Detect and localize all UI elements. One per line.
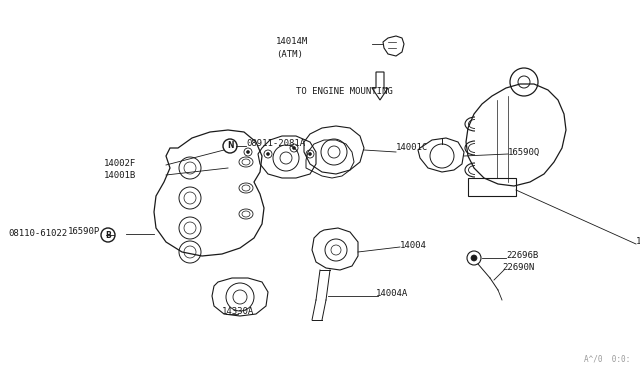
Text: B: B <box>105 231 111 240</box>
Text: A^/0  0:0:: A^/0 0:0: <box>584 355 630 364</box>
Text: 08911-2081A: 08911-2081A <box>246 140 305 148</box>
Text: 08110-61022: 08110-61022 <box>8 228 67 237</box>
Text: TO ENGINE MOUNTING: TO ENGINE MOUNTING <box>296 87 393 96</box>
Text: 22690N: 22690N <box>502 263 534 273</box>
Text: 22696B: 22696B <box>506 250 538 260</box>
Circle shape <box>292 147 296 150</box>
Text: 14004A: 14004A <box>376 289 408 298</box>
Text: 14330A: 14330A <box>222 308 254 317</box>
Text: 14001C: 14001C <box>396 144 428 153</box>
Circle shape <box>266 153 269 155</box>
Circle shape <box>246 151 250 154</box>
Text: N: N <box>227 141 233 151</box>
Circle shape <box>471 255 477 261</box>
Circle shape <box>308 153 312 155</box>
Text: 16590Q: 16590Q <box>508 148 540 157</box>
Text: 14001B: 14001B <box>104 170 136 180</box>
Text: 14036M: 14036M <box>636 237 640 247</box>
Text: 14002F: 14002F <box>104 160 136 169</box>
Text: 16590P: 16590P <box>68 228 100 237</box>
Text: 14004: 14004 <box>400 241 427 250</box>
Text: 14014M: 14014M <box>276 38 308 46</box>
Text: (ATM): (ATM) <box>276 49 303 58</box>
